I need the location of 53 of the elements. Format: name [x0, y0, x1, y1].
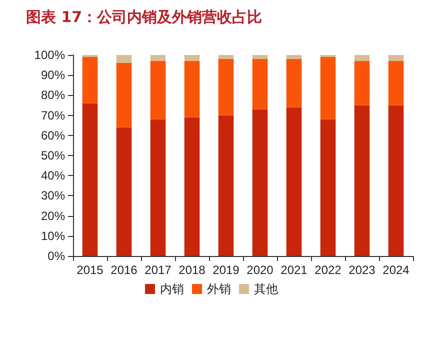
x-tick-label: 2017	[144, 263, 172, 277]
bar	[286, 55, 302, 60]
x-tick-label: 2024	[382, 263, 410, 277]
bar	[320, 57, 336, 120]
bar	[252, 109, 268, 256]
x-tick-label: 2023	[348, 263, 376, 277]
y-tick-label: 80%	[40, 88, 66, 102]
y-tick-label: 100%	[34, 48, 66, 62]
bar	[388, 105, 404, 256]
x-tick-label: 2021	[280, 263, 308, 277]
bar	[286, 59, 302, 108]
y-tick-label: 0%	[48, 249, 66, 263]
bar	[354, 55, 370, 62]
bar	[252, 59, 268, 110]
bar	[150, 55, 166, 62]
bar	[150, 61, 166, 120]
chart-title: 图表 17：公司内销及外销营收占比	[26, 8, 262, 27]
bar	[116, 127, 132, 256]
x-tick-label: 2018	[178, 263, 206, 277]
x-tick-label: 2019	[212, 263, 240, 277]
y-tick-label: 60%	[40, 128, 66, 142]
legend-label: 其他	[254, 282, 278, 296]
bar	[184, 117, 200, 256]
bar	[286, 107, 302, 256]
bar	[150, 119, 166, 256]
bar	[252, 55, 268, 60]
y-tick-label: 40%	[40, 168, 66, 183]
y-tick-label: 70%	[40, 108, 66, 122]
y-tick-label: 50%	[40, 148, 66, 162]
y-tick-label: 90%	[40, 68, 66, 82]
x-tick-label: 2022	[314, 263, 342, 277]
x-tick-label: 2020	[246, 263, 274, 277]
bar	[218, 55, 234, 60]
bar	[354, 105, 370, 256]
bar	[116, 55, 132, 64]
bar	[82, 57, 98, 104]
bar	[218, 59, 234, 116]
legend-label: 外销	[207, 282, 231, 296]
bar	[388, 61, 404, 106]
y-tick-label: 20%	[40, 208, 66, 223]
x-tick-label: 2016	[110, 263, 138, 277]
y-tick-label: 10%	[40, 228, 66, 243]
x-tick-label: 2015	[76, 263, 104, 277]
bar	[388, 55, 404, 62]
bar	[218, 115, 234, 256]
bar	[116, 63, 132, 128]
legend-label: 内销	[160, 282, 184, 296]
bar	[82, 103, 98, 256]
bar	[320, 119, 336, 256]
bar	[354, 61, 370, 106]
bar	[184, 61, 200, 118]
y-tick-label: 30%	[40, 188, 66, 203]
bar	[184, 55, 200, 62]
